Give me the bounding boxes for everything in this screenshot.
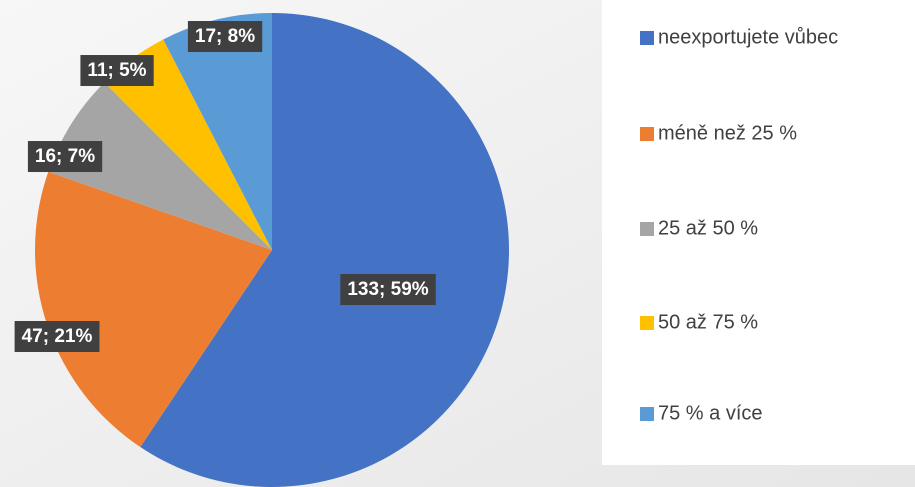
pie-slice [48,82,272,250]
legend-swatch [640,407,654,421]
legend-swatch [640,222,654,236]
data-label-box [27,141,103,173]
legend-label: méně než 25 % [658,122,797,144]
data-label-box [340,274,436,306]
legend-label: 50 až 75 % [658,311,758,333]
pie-slice [34,171,273,448]
data-label: 17; 8% [195,26,255,47]
legend-label: 75 % a více [658,402,763,424]
legend-panel [602,0,915,465]
pie-slice [140,13,509,487]
data-label-box [14,321,100,353]
data-label: 47; 21% [22,326,93,347]
data-label-box [187,21,263,53]
data-label-box [80,55,154,87]
legend-label: neexportujete vůbec [658,26,838,48]
data-label: 16; 7% [35,146,95,167]
pie-slice [104,39,272,250]
data-label: 11; 5% [87,60,146,81]
data-label: 133; 59% [347,279,428,300]
legend-swatch [640,31,654,45]
pie-slice [163,13,272,250]
legend-label: 25 až 50 % [658,217,758,239]
legend-swatch [640,316,654,330]
legend-swatch [640,127,654,141]
